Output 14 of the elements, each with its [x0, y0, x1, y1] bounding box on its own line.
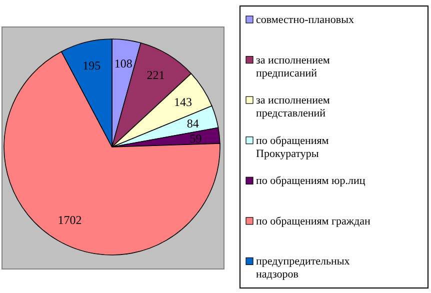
data-label: 195: [82, 58, 101, 72]
data-label: 84: [186, 116, 199, 131]
legend-label: за исполнением предписаний: [256, 54, 330, 80]
data-label: 59: [190, 131, 202, 146]
legend-label: по обращениям юр.лиц: [256, 175, 366, 188]
legend-label: предупредительных надзоров: [256, 256, 350, 281]
data-label: 108: [114, 56, 132, 71]
legend-label: за исполнением представлений: [256, 94, 330, 120]
legend-label: совместно-плановых: [256, 14, 354, 26]
data-label: 221: [146, 68, 165, 82]
data-label: 143: [174, 94, 192, 109]
legend-label: по обращениям граждан: [256, 215, 370, 228]
legend-label: по обращениям Прокуратуры: [256, 134, 329, 160]
data-label: 1702: [58, 213, 82, 228]
